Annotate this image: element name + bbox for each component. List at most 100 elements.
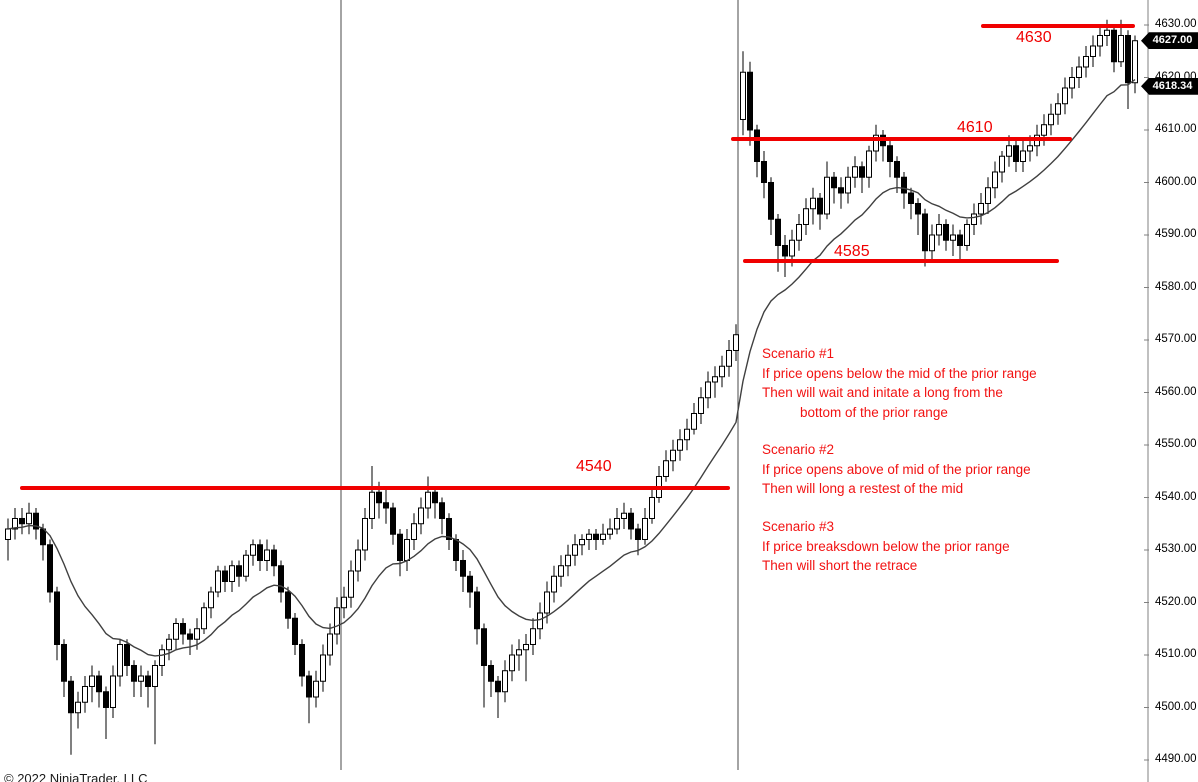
- candle-body: [782, 244, 788, 257]
- candle-body: [502, 670, 508, 693]
- candle-body: [89, 675, 95, 687]
- candle-body: [593, 533, 599, 540]
- candle-body: [908, 192, 914, 204]
- candle-body: [488, 664, 494, 682]
- candle-body: [1027, 145, 1033, 152]
- candle-body: [103, 691, 109, 708]
- candle-body: [824, 176, 830, 215]
- candle-body: [705, 381, 711, 399]
- candle-body: [747, 71, 753, 131]
- candle-body: [852, 166, 858, 178]
- candle-body: [768, 181, 774, 220]
- axis-tick-label: 4630.00: [1155, 18, 1197, 31]
- candle-body: [222, 570, 228, 582]
- candle-body: [971, 213, 977, 225]
- candle-body: [236, 565, 242, 577]
- candle-body: [894, 160, 900, 178]
- candle-body: [607, 528, 613, 535]
- candle-body: [117, 643, 123, 677]
- candle-body: [285, 591, 291, 619]
- candle-body: [831, 176, 837, 189]
- scenario-note-3[interactable]: Scenario #3 If price breaksdown below the…: [762, 517, 1010, 576]
- ma-value-tag-value: 4618.34: [1152, 79, 1193, 92]
- candle-body: [5, 528, 11, 540]
- candle-body: [257, 544, 263, 561]
- candle-body: [194, 628, 200, 640]
- candle-body: [1097, 34, 1103, 47]
- scenario-line: Scenario #3: [762, 519, 835, 534]
- candle-body: [152, 664, 158, 687]
- candle-body: [1118, 34, 1124, 63]
- candle-body: [383, 502, 389, 509]
- candle-body: [761, 160, 767, 183]
- candle-body: [684, 428, 690, 441]
- candle-body: [1104, 29, 1110, 36]
- candle-body: [992, 171, 998, 189]
- scenario-note-2[interactable]: Scenario #2 If price opens above of mid o…: [762, 440, 1031, 499]
- candle-body: [621, 512, 627, 519]
- scenario-line: Scenario #1: [762, 346, 835, 361]
- level-label-4540[interactable]: 4540: [576, 458, 612, 475]
- candle-body: [68, 680, 74, 714]
- candle-body: [82, 685, 88, 703]
- axis-tick-label: 4580.00: [1155, 280, 1197, 293]
- candle-body: [201, 607, 207, 630]
- candle-body: [26, 512, 32, 525]
- axis-tick-label: 4520.00: [1155, 595, 1197, 608]
- candle-body: [495, 680, 501, 693]
- candle-body: [698, 397, 704, 414]
- candle-body: [572, 544, 578, 556]
- candle-body: [131, 664, 137, 682]
- candle-body: [530, 628, 536, 645]
- candle-body: [453, 538, 459, 561]
- candle-body: [1111, 29, 1117, 63]
- candle-body: [649, 496, 655, 519]
- candle-body: [355, 549, 361, 572]
- candle-body: [124, 643, 130, 666]
- candle-body: [180, 622, 186, 635]
- candle-body: [250, 544, 256, 556]
- candle-body: [726, 349, 732, 367]
- level-label-4585[interactable]: 4585: [834, 243, 870, 260]
- candle-body: [950, 234, 956, 241]
- candle-body: [789, 239, 795, 257]
- scenario-line: If price opens above of mid of the prior…: [762, 461, 1031, 477]
- candle-body: [796, 223, 802, 241]
- candle-body: [558, 565, 564, 577]
- candle-body: [390, 507, 396, 535]
- candle-body: [915, 202, 921, 215]
- candle-body: [243, 554, 249, 577]
- candle-body: [173, 622, 179, 640]
- candle-body: [313, 680, 319, 698]
- candle-body: [481, 628, 487, 666]
- scenario-note-1[interactable]: Scenario #1 If price opens below the mid …: [762, 344, 1037, 422]
- candle-body: [677, 439, 683, 451]
- candle-body: [362, 517, 368, 551]
- level-label-4630[interactable]: 4630: [1016, 29, 1052, 46]
- scenario-line: If price breaksdown below the prior rang…: [762, 538, 1010, 554]
- candle-body: [187, 633, 193, 640]
- candle-body: [1076, 66, 1082, 78]
- scenario-line: If price opens below the mid of the prio…: [762, 365, 1037, 381]
- candle-body: [1048, 113, 1054, 126]
- candle-body: [1090, 45, 1096, 57]
- candle-body: [334, 607, 340, 635]
- candle-body: [348, 570, 354, 598]
- candle-body: [110, 675, 116, 708]
- candle-body: [999, 155, 1005, 173]
- axis-tick-label: 4550.00: [1155, 438, 1197, 451]
- candle-body: [467, 575, 473, 593]
- candle-body: [964, 223, 970, 246]
- candle-body: [887, 145, 893, 162]
- candle-body: [775, 218, 781, 246]
- last-price-tag-value: 4627.00: [1152, 34, 1193, 47]
- axis-tick-label: 4540.00: [1155, 490, 1197, 503]
- candle-body: [929, 234, 935, 252]
- candle-body: [215, 570, 221, 593]
- level-label-4610[interactable]: 4610: [957, 119, 993, 136]
- candle-body: [810, 197, 816, 210]
- candle-body: [901, 176, 907, 194]
- axis-tick-label: 4590.00: [1155, 228, 1197, 241]
